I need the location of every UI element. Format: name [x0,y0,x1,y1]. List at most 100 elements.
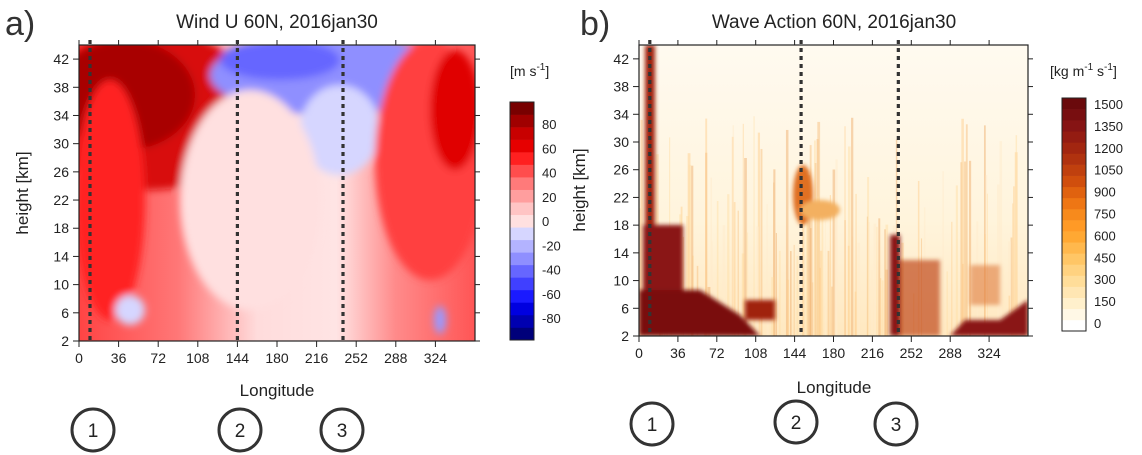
field-streak [855,193,857,336]
panel-a-colorbar: 80 60 40 20 0 -20 -40 -60 -80 [509,101,561,341]
field-streak [711,241,713,336]
colorbar-tick-label: 0 [1094,316,1101,331]
panel-a-field-features [79,45,475,334]
panel-b-label: b) [580,5,610,43]
panel-a-reference-lines [88,40,345,341]
field-streak [1013,186,1015,336]
colorbar-tick-label: 150 [1094,294,1116,309]
y-tick-label: 2 [621,328,629,344]
field-streak [963,161,967,336]
colorbar-swatch [1062,297,1086,310]
panel-a: a) Wind U 60N, 2016jan30 0 36 72 108 144 180 2… [5,5,561,400]
field-streak [814,140,816,336]
panel-b-colorbar-unit: [kg m-1 s-1] [1050,62,1117,79]
field-streak [766,204,768,336]
field-streak [753,116,755,336]
y-tick-label: 38 [53,79,69,95]
colorbar-swatch [510,327,534,341]
colorbar-swatch [1062,142,1086,154]
field-streak [986,193,988,336]
field-streak [639,208,641,336]
field-streak [786,279,789,336]
field-streak [816,196,820,336]
x-tick-label: 252 [900,345,924,361]
field-streak [1015,135,1018,336]
panel-b: b) Wave Action 60N, 2016jan30 0 36 72 108 14… [570,5,1123,397]
field-streak [756,226,760,336]
colorbar-swatch [510,152,534,165]
panel-b-x-ticks: 0 36 72 108 144 180 216 252 288 324 [635,40,1001,361]
x-tick-label: 180 [822,345,846,361]
colorbar-swatch [510,139,534,153]
colorbar-swatch [510,177,534,190]
field-streak [996,184,1000,336]
colorbar-tick-label: -80 [542,311,561,326]
field-streak [829,195,832,336]
colorbar-tick-label: 20 [542,190,556,205]
colorbar-tick-label: 450 [1094,250,1116,265]
colorbar-swatch [1062,197,1086,210]
colorbar-tick-label: 1350 [1094,119,1123,134]
field-streak [775,232,777,336]
y-tick-label: 10 [613,273,629,289]
y-tick-label: 34 [613,106,629,122]
field-streak [917,180,920,336]
y-tick-label: 38 [613,79,629,95]
field-streak [716,201,719,336]
reference-markers: 1 2 3 1 2 3 [70,399,919,453]
colorbar-swatch [1062,231,1086,243]
colorbar-swatch [510,302,534,316]
colorbar-swatch [1062,253,1086,265]
colorbar-swatch [1062,98,1086,110]
x-tick-label: 288 [384,350,408,366]
panel-a-x-ticks: 0 36 72 108 144 180 216 252 288 324 [75,40,447,366]
field-streak [832,169,836,336]
field-streak [873,223,877,336]
marker-ring [629,401,675,447]
y-tick-label: 42 [53,51,69,67]
field-streak [688,164,692,336]
x-tick-label: 288 [939,345,963,361]
field-streak [691,165,694,336]
field-streak [965,124,968,336]
colorbar-swatch [1062,175,1086,188]
y-tick-label: 22 [613,189,629,205]
colorbar-swatch [510,314,534,328]
field-streak [961,118,964,336]
colorbar-swatch [1062,242,1086,254]
colorbar-tick-label: 0 [542,214,549,229]
x-tick-label: 36 [670,345,686,361]
field-streak [742,123,744,336]
colorbar-swatch [510,239,534,253]
field-streak [746,190,748,336]
field-streak [733,202,736,336]
x-tick-label: 180 [265,350,289,366]
field-streak [732,125,735,336]
field-streak [946,271,948,336]
field-streak [682,236,685,336]
colorbar-swatch [1062,109,1086,121]
colorbar-tick-label: 1500 [1094,97,1123,112]
colorbar-swatch [1062,131,1086,143]
panel-a-ylabel: height [km] [13,151,32,234]
field-streak [785,129,789,336]
field-streak [809,228,813,336]
marker-circle-3: 3 [873,401,919,447]
colorbar-swatch [510,252,534,266]
colorbar-swatch [1062,286,1086,299]
colorbar-swatch [1062,319,1086,332]
panel-b-xlabel: Longitude [797,378,872,397]
field-streak [685,216,689,336]
colorbar-swatch [510,102,534,115]
x-tick-label: 216 [305,350,329,366]
marker-circle-1: 1 [70,407,116,453]
colorbar-swatch [1062,208,1086,221]
colorbar-swatch [1062,220,1086,232]
field-streak [737,210,739,336]
panel-a-heatmap [79,45,475,341]
field-streak [821,216,824,336]
y-tick-label: 6 [61,305,69,321]
field-streak [827,250,830,336]
marker-ring [773,399,819,445]
